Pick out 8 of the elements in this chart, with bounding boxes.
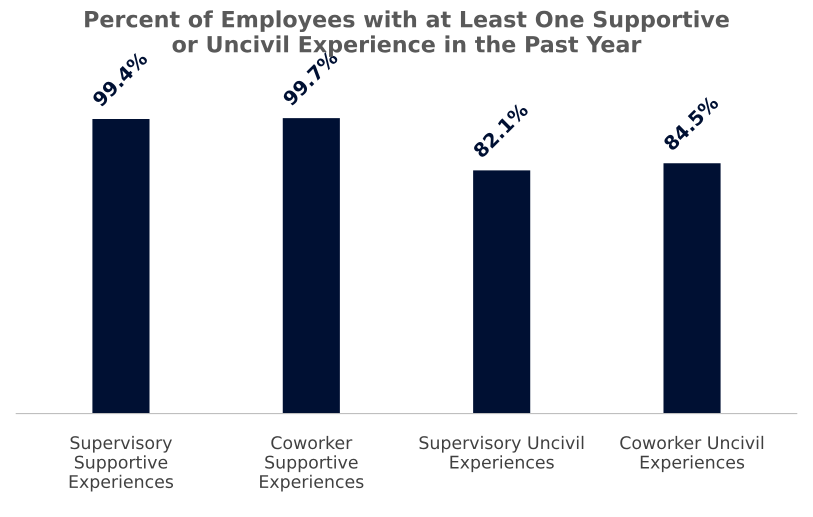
bar [473,170,530,414]
x-tick-label: Coworker Uncivil Experiences [620,436,764,472]
bar [663,163,721,414]
bar [92,119,150,414]
x-tick-label: Supervisory Uncivil Experiences [420,436,584,472]
x-tick-label: Supervisory Supportive Experiences [70,436,174,492]
bar [282,118,340,414]
x-tick-label: Coworker Supportive Experiences [260,436,364,492]
